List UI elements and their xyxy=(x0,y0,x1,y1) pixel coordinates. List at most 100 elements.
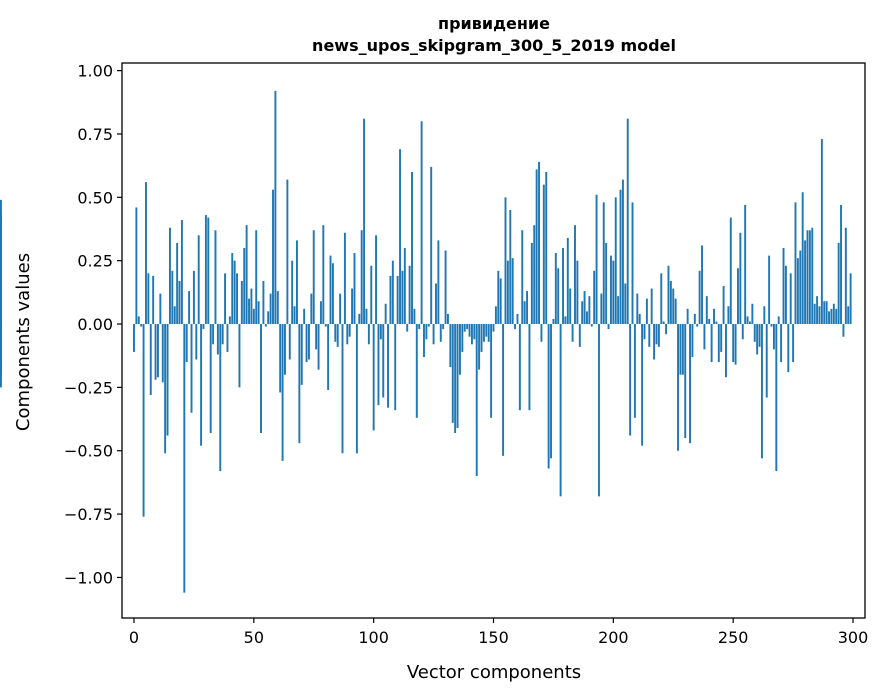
y-axis-ticks: 1.00 0.75 0.50 0.25 0.00 −0.25 −0.50 −0.75 −1.00 xyxy=(64,62,122,587)
y-tick-label: 0.00 xyxy=(77,315,113,334)
bar-component-56 xyxy=(267,311,270,325)
bar-component-undefined xyxy=(0,324,2,355)
chart-title: привидение xyxy=(438,14,550,33)
bar-component-273 xyxy=(787,324,790,373)
bar-component-184 xyxy=(574,225,576,325)
bar-component-189 xyxy=(586,311,588,325)
bar-component-276 xyxy=(794,202,797,325)
bar-component-116 xyxy=(411,171,413,325)
bar-component-239 xyxy=(705,296,708,325)
bar-component-160 xyxy=(516,313,519,325)
bar-component-75 xyxy=(312,230,315,325)
bar-component-126 xyxy=(435,283,437,325)
bar-component-259 xyxy=(753,324,756,342)
bar-component-6 xyxy=(147,273,150,325)
bar-component-282 xyxy=(808,230,811,325)
bar-component-250 xyxy=(732,324,735,363)
bar-component-150 xyxy=(492,324,495,332)
bar-component-16 xyxy=(171,270,174,325)
bar-component-86 xyxy=(339,293,342,325)
bar-component-283 xyxy=(811,227,814,325)
x-tick-label: 250 xyxy=(718,628,749,647)
bar-component-130 xyxy=(444,250,447,325)
bar-component-74 xyxy=(310,293,313,325)
bar-component-94 xyxy=(358,313,361,325)
bar-component-187 xyxy=(581,301,584,325)
bar-component-254 xyxy=(741,324,744,340)
bar-component-186 xyxy=(578,324,581,347)
bar-component-170 xyxy=(540,324,543,342)
bar-component-51 xyxy=(255,230,258,325)
bar-component-176 xyxy=(554,253,557,325)
bar-component-218 xyxy=(655,324,658,345)
bar-component-105 xyxy=(384,303,387,325)
bar-component-0 xyxy=(133,324,135,352)
bar-component-96 xyxy=(363,118,366,325)
bar-component-271 xyxy=(782,248,785,325)
bar-component-226 xyxy=(674,298,677,325)
bar-component-246 xyxy=(722,286,725,325)
bar-component-137 xyxy=(461,324,464,352)
bars-group xyxy=(0,90,852,593)
bar-component-77 xyxy=(317,324,320,370)
bar-component-224 xyxy=(669,280,672,325)
bar-component-190 xyxy=(588,296,591,325)
bar-component-118 xyxy=(415,324,418,418)
bar-component-48 xyxy=(248,298,250,325)
bar-component-168 xyxy=(535,169,538,325)
bar-component-244 xyxy=(717,324,720,363)
bar-component-136 xyxy=(458,324,461,375)
bar-component-25 xyxy=(192,270,195,325)
bar-component-232 xyxy=(689,324,691,444)
plot-frame xyxy=(121,62,866,619)
bar-component-71 xyxy=(303,308,306,325)
bar-component-284 xyxy=(813,303,816,325)
bar-component-106 xyxy=(387,324,389,408)
bar-component-119 xyxy=(418,324,421,330)
bar-component-209 xyxy=(633,324,636,418)
bar-component-111 xyxy=(399,149,401,325)
bar-component-144 xyxy=(478,324,481,370)
bar-component-8 xyxy=(152,275,155,325)
bar-component-39 xyxy=(226,324,229,352)
bar-component-286 xyxy=(818,306,821,325)
bar-component-228 xyxy=(679,324,682,375)
bar-component-108 xyxy=(391,260,394,325)
bar-component-133 xyxy=(451,324,454,423)
bar-component-21 xyxy=(183,324,186,593)
bar-component-99 xyxy=(370,265,373,325)
bar-component-81 xyxy=(327,324,330,390)
bar-component-29 xyxy=(202,324,205,330)
bar-component-292 xyxy=(832,303,835,325)
bar-component-31 xyxy=(207,217,210,325)
bar-component-135 xyxy=(456,324,459,428)
bar-component-294 xyxy=(837,242,840,325)
bar-component-156 xyxy=(506,260,509,325)
bar-component-78 xyxy=(319,301,322,325)
bar-component-172 xyxy=(545,171,548,325)
bar-component-152 xyxy=(497,270,500,325)
bar-component-281 xyxy=(806,230,809,325)
bar-component-49 xyxy=(250,288,253,325)
bar-component-101 xyxy=(375,235,378,325)
bar-component-35 xyxy=(216,324,219,355)
bar-component-166 xyxy=(530,242,533,325)
bar-component-83 xyxy=(331,263,334,325)
bar-component-219 xyxy=(657,324,660,347)
bar-component-178 xyxy=(559,324,562,497)
bar-component-296 xyxy=(842,324,845,337)
bar-component-213 xyxy=(643,324,646,340)
bar-component-66 xyxy=(291,260,294,325)
bar-component-138 xyxy=(463,324,466,332)
bar-component-235 xyxy=(696,324,699,327)
bar-component-22 xyxy=(185,324,188,363)
bar-component-287 xyxy=(820,139,823,325)
x-axis-ticks: 0 50 100 150 200 250 300 xyxy=(129,618,868,647)
bar-component-200 xyxy=(612,260,615,325)
bar-component-204 xyxy=(621,179,624,325)
bar-component-163 xyxy=(523,301,526,325)
x-tick-label: 50 xyxy=(244,628,264,647)
bar-component-252 xyxy=(737,268,739,325)
bar-component-220 xyxy=(660,273,663,325)
bar-component-84 xyxy=(334,324,337,342)
